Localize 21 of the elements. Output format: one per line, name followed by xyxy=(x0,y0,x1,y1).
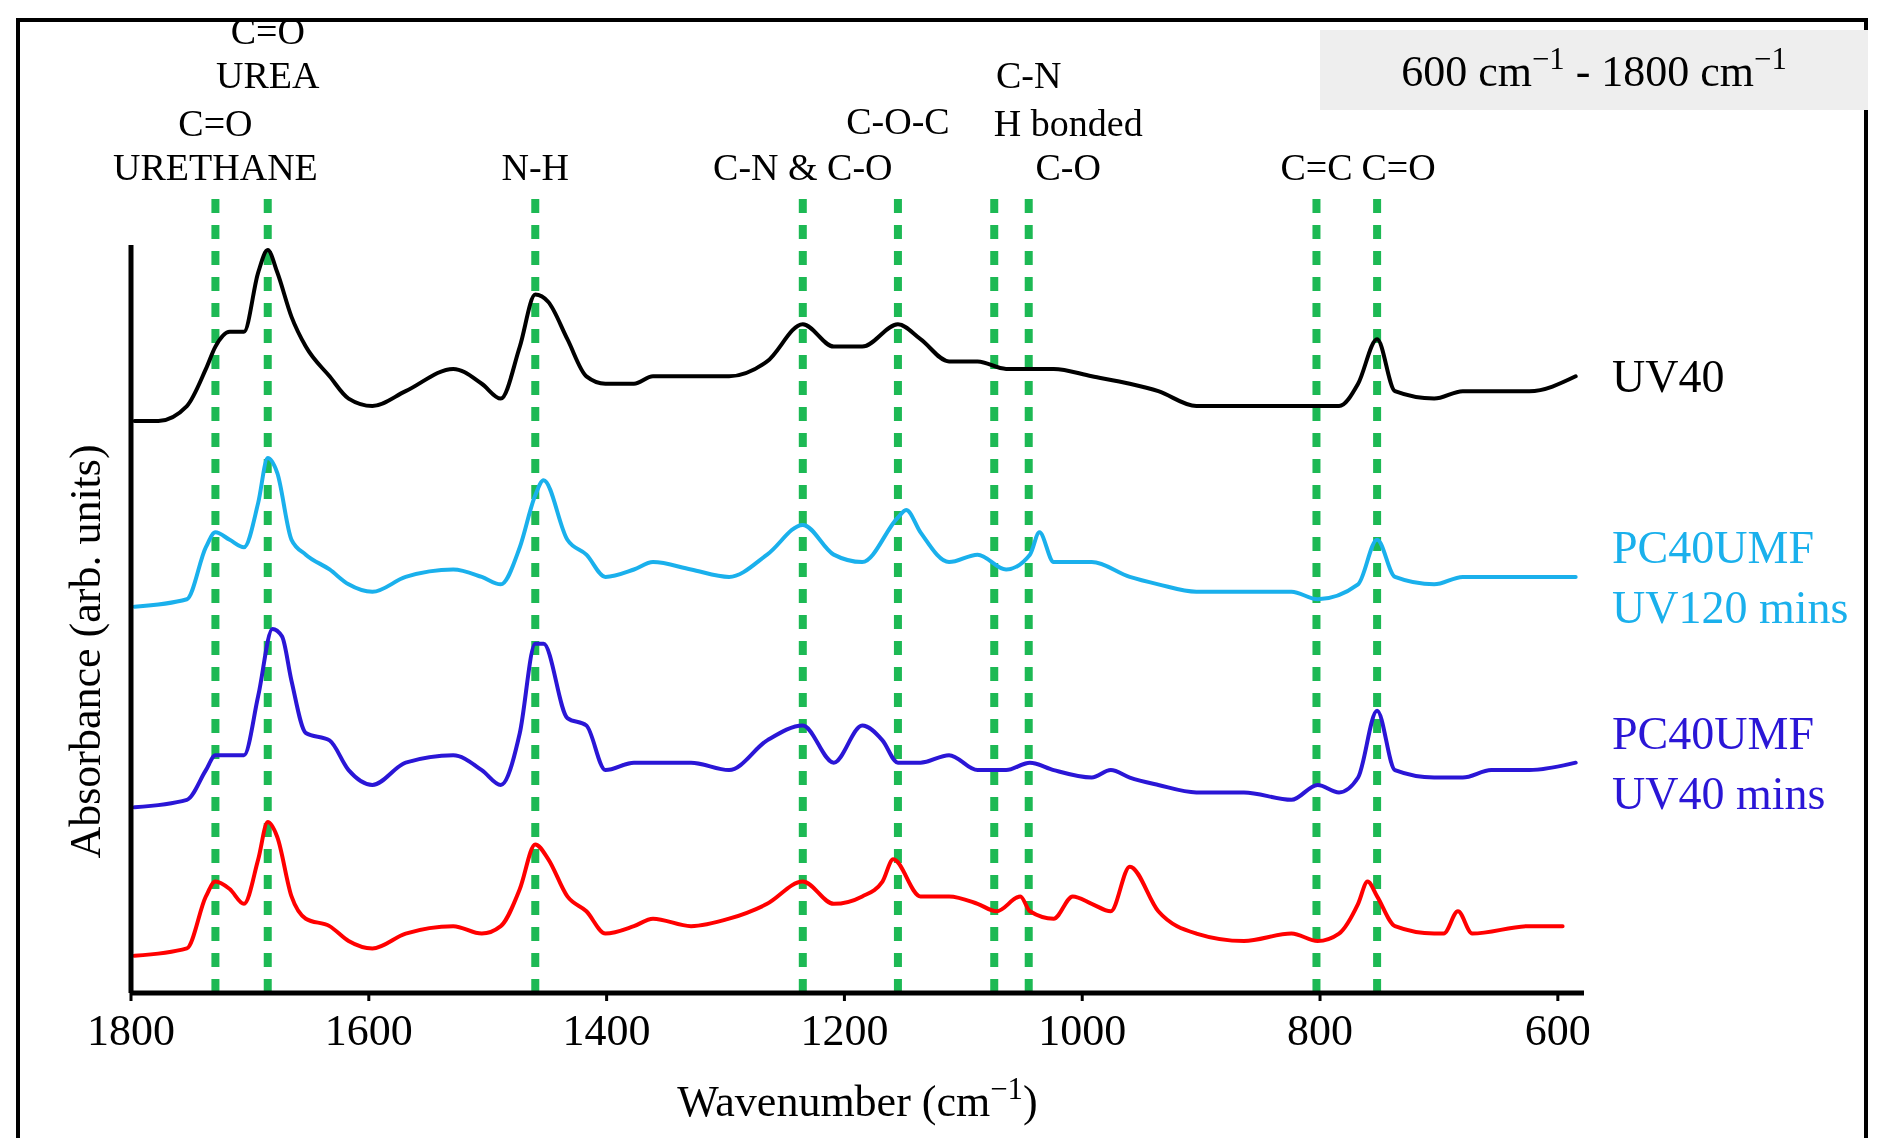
ref-line-label: N-H xyxy=(501,146,570,188)
ref-line-label: C-N & C-O xyxy=(713,146,893,188)
series-label: PC40UMF UV120 mins xyxy=(1612,521,1849,633)
x-tick-label: 600 xyxy=(1524,1006,1591,1055)
ref-line-label: C=O xyxy=(1361,146,1436,188)
ref-line-label: H bonded C-O xyxy=(993,102,1143,188)
x-axis-title: Wavenumber (cm$^{−1}$) xyxy=(677,1072,1038,1126)
series-label: UV40 xyxy=(1612,351,1725,403)
x-tick-label: 800 xyxy=(1287,1006,1354,1055)
text: 600 cm$^{−1}$ - 1800 cm$^{−1}$ xyxy=(1401,42,1787,96)
series-label: PC40UMF UV40 mins xyxy=(1612,707,1826,819)
ref-line-label: C-O-C xyxy=(846,100,950,142)
ref-line-label: C=O URETHANE xyxy=(113,102,318,188)
x-tick-label: 1600 xyxy=(324,1006,413,1055)
y-axis-title: Absorbance (arb. units) xyxy=(61,444,110,859)
x-tick-label: 1800 xyxy=(87,1006,175,1055)
ref-line-label: C-N xyxy=(995,54,1062,96)
x-tick-label: 1000 xyxy=(1038,1006,1127,1055)
ref-line-label: C=C xyxy=(1280,146,1353,188)
x-tick-label: 1400 xyxy=(562,1006,651,1055)
x-tick-label: 1200 xyxy=(800,1006,889,1055)
